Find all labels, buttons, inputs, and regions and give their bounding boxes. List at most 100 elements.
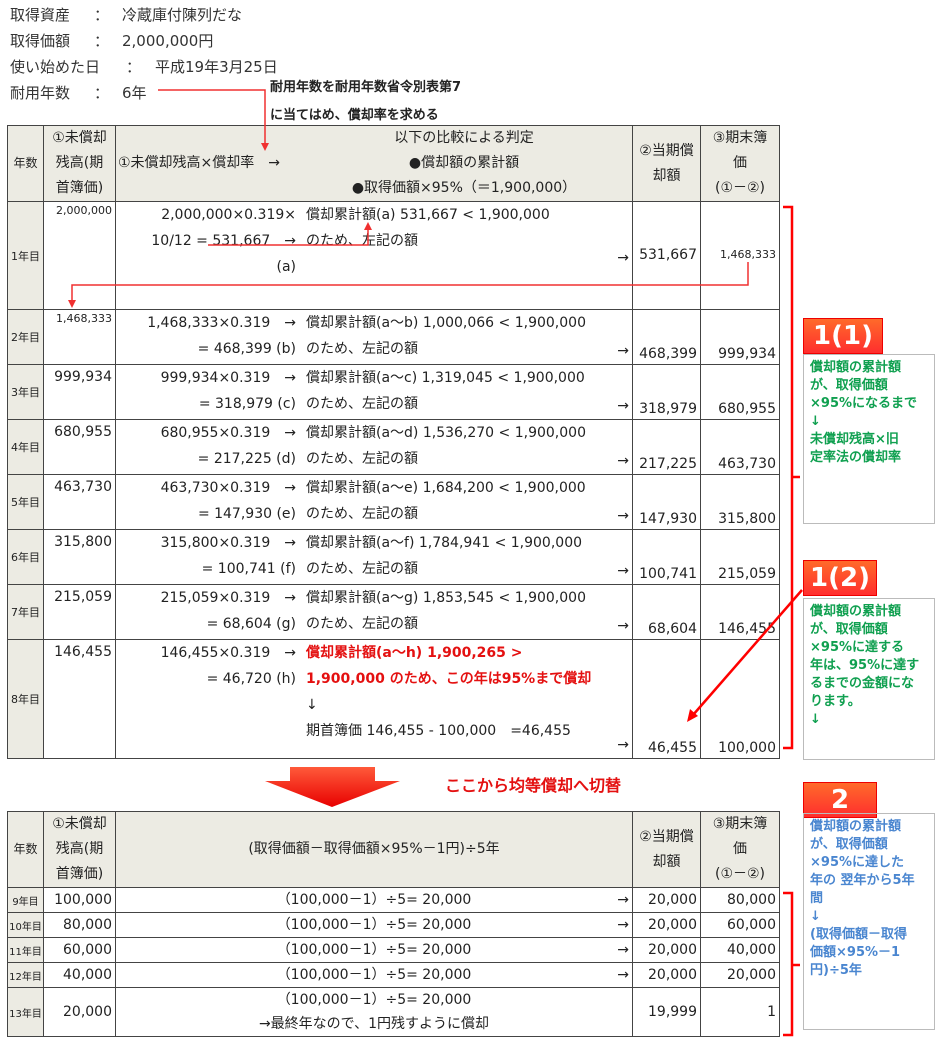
row-judgment-line: 償却累計額(a～g) 1,853,545 < 1,900,000	[306, 590, 586, 606]
row-judgment-line: のため、左記の額	[306, 233, 418, 249]
row-calc: 1,468,333×0.319 → = 468,399 (b) 償却累計額(a～b)…	[115, 309, 633, 365]
header-col2-text-line: ②当期償	[639, 142, 694, 159]
callout-text-line: 円)÷5年	[810, 963, 862, 978]
header-year: 年数	[7, 811, 44, 888]
header-col3-text: ③期末簿価 (①－②)	[701, 812, 779, 887]
row-judgment-line: ↓	[306, 697, 318, 713]
row-calc: 463,730×0.319 → = 147,930 (e) 償却累計額(a～e) 1…	[115, 474, 633, 530]
callout-text: 償却額の累計額 が、取得価額 ×95%に達する 年は、95%に達す るまでの金額にな りま…	[803, 598, 935, 760]
row-col2: 531,667	[632, 201, 701, 310]
row-year: 8年目	[7, 639, 44, 759]
header-col3: ③期末簿価 (①－②)	[700, 125, 780, 202]
row-arrow: →	[617, 250, 629, 266]
callout-text-line: ×95%に達する	[810, 640, 905, 655]
row-arrow: →	[617, 453, 629, 469]
row-col1: 999,934	[43, 364, 116, 420]
row-calc-formula-line: （100,000－1）÷5= 20,000	[276, 967, 472, 983]
row-calc-formula: 1,468,333×0.319 → = 468,399 (b)	[116, 310, 296, 362]
table-row: 3年目 999,934 999,934×0.319 → = 318,979 (c) 償却…	[7, 364, 780, 420]
row-judgment-line: 期首簿価 146,455 - 100,000 =46,455	[306, 723, 571, 739]
row-judgment-line: 償却累計額(a～b) 1,000,066 < 1,900,000	[306, 315, 586, 331]
row-judgment-line: のため、左記の額	[306, 506, 418, 522]
row-year: 5年目	[7, 474, 44, 530]
row-calc: 2,000,000×0.319× 10/12 = 531,667 → (a) 償却累計…	[115, 201, 633, 310]
row-col2: 20,000	[632, 962, 701, 988]
row-judgment-line: のため、左記の額	[306, 451, 418, 467]
header-col1-text-line: ①未償却	[52, 130, 107, 146]
row-arrow: →	[617, 563, 629, 579]
table-row: 7年目 215,059 215,059×0.319 → = 68,604 (g) 償却累…	[7, 584, 780, 640]
header-col1-text: ①未償却 残高(期 首簿価)	[44, 812, 115, 887]
header-col1: ①未償却 残高(期 首簿価)	[43, 125, 116, 202]
row-calc-inner: 1,468,333×0.319 → = 468,399 (b) 償却累計額(a～b)…	[116, 310, 632, 364]
row-judgment-line: のため、左記の額	[306, 396, 418, 412]
callout-label: 1(2)	[803, 560, 877, 596]
row-calc-formula-line: 2,000,000×0.319×	[161, 207, 296, 223]
table-row: 2年目 1,468,333 1,468,333×0.319 → = 468,399 (…	[7, 309, 780, 365]
row-col3: 1	[700, 987, 780, 1037]
header-col2-text-line: ②当期償	[639, 828, 694, 845]
row-judgment: 償却累計額(a～h) 1,900,265 > 1,900,000 のため、この年は…	[306, 640, 591, 744]
info-label: 使い始めた日	[10, 58, 101, 76]
row-calc-formula-line: 999,934×0.319 →	[160, 370, 296, 386]
callout-text-line: 償却額の累計額	[810, 604, 902, 619]
row-calc-inner: 315,800×0.319 → = 100,741 (f) 償却累計額(a～f) 1…	[116, 530, 632, 584]
row-calc-formula: 146,455×0.319 → = 46,720 (h)	[116, 640, 296, 692]
callout-label: 2	[803, 782, 877, 818]
header-calc: ①未償却残高×償却率 → 以下の比較による判定 ●償却額の累計額 ●取得価額×95%（…	[115, 125, 633, 202]
row-judgment-line: 償却累計額(a～f) 1,784,941 < 1,900,000	[306, 535, 583, 551]
callout-text-line: 価額×95%－1	[810, 945, 901, 960]
row-calc-formula-line: →最終年なので、1円残すように償却	[258, 1016, 490, 1032]
info-value: 6年	[122, 84, 147, 102]
callout-text-line: 年は、95%に達す	[810, 658, 920, 673]
row-col1: 680,955	[43, 419, 116, 475]
callout-text-line: 償却額の累計額	[810, 819, 902, 834]
header-col2-text-line: 却額	[652, 167, 681, 184]
row-calc: （100,000－1）÷5= 20,000 →最終年なので、1円残すように償却	[115, 987, 633, 1037]
row-year: 13年目	[7, 987, 44, 1037]
row-judgment-line: 償却累計額(a～e) 1,684,200 < 1,900,000	[306, 480, 586, 496]
callout-text-line: るまでの金額にな	[810, 676, 915, 691]
rate-note-line2: に当てはめ、償却率を求める	[270, 108, 439, 123]
row-calc-inner: 146,455×0.319 → = 46,720 (h) 償却累計額(a～h) 1,…	[116, 640, 632, 758]
callout-text-line: 定率法の償却率	[810, 450, 902, 465]
row-judgment: 償却累計額(a～c) 1,319,045 < 1,900,000 のため、左記の額	[306, 365, 585, 417]
callout-label: 1(1)	[803, 318, 883, 354]
row-col3: 1,468,333	[700, 201, 780, 310]
row-calc: 146,455×0.319 → = 46,720 (h) 償却累計額(a～h) 1,…	[115, 639, 633, 759]
row-arrow: →	[617, 942, 629, 958]
row-arrow: →	[617, 917, 629, 933]
row-calc-formula-line: （100,000－1）÷5= 20,000	[276, 917, 472, 933]
row-calc: 215,059×0.319 → = 68,604 (g) 償却累計額(a～g) 1,…	[115, 584, 633, 640]
info-value: 平成19年3月25日	[155, 58, 278, 76]
header-col1-text-line: ①未償却	[52, 816, 107, 832]
row-calc-inner: 215,059×0.319 → = 68,604 (g) 償却累計額(a～g) 1,…	[116, 585, 632, 639]
row-calc-formula-line: 146,455×0.319 →	[160, 645, 296, 661]
row-col2: 100,741	[632, 529, 701, 585]
header-col3-text-line: ③期末簿	[712, 816, 768, 832]
row-col3: 40,000	[700, 937, 780, 963]
header-judge-line: 以下の比較による判定	[394, 130, 534, 146]
row-arrow: →	[617, 343, 629, 359]
row-arrow: →	[617, 967, 629, 983]
callout-text-line: が、取得価額	[810, 378, 888, 393]
row-col3: 146,455	[700, 584, 780, 640]
row-col2: 46,455	[632, 639, 701, 759]
callout-text-line: ります。	[810, 694, 861, 709]
row-judgment: 償却累計額(a) 531,667 < 1,900,000 のため、左記の額	[306, 202, 550, 254]
header-col3-text-line: ③期末簿	[712, 130, 768, 146]
row-calc-formula: 215,059×0.319 → = 68,604 (g)	[116, 585, 296, 637]
callout-text-line: 間	[810, 891, 824, 906]
row-col1: 60,000	[43, 937, 116, 963]
row-judgment: 償却累計額(a～e) 1,684,200 < 1,900,000 のため、左記の額	[306, 475, 586, 527]
row-year: 12年目	[7, 962, 44, 988]
header-judge-line: ●取得価額×95%（＝1,900,000）	[351, 180, 577, 196]
down-arrow-icon	[265, 767, 400, 807]
rate-note-line1: 耐用年数を耐用年数省令別表第7	[270, 80, 462, 95]
info-sep: ：	[94, 32, 110, 50]
row-judgment-line: 償却累計額(a～c) 1,319,045 < 1,900,000	[306, 370, 585, 386]
row-year: 2年目	[7, 309, 44, 365]
header-calc-inner: ①未償却残高×償却率 → 以下の比較による判定 ●償却額の累計額 ●取得価額×95%（…	[116, 126, 632, 201]
row-col2: 147,930	[632, 474, 701, 530]
row-col1: 215,059	[43, 584, 116, 640]
